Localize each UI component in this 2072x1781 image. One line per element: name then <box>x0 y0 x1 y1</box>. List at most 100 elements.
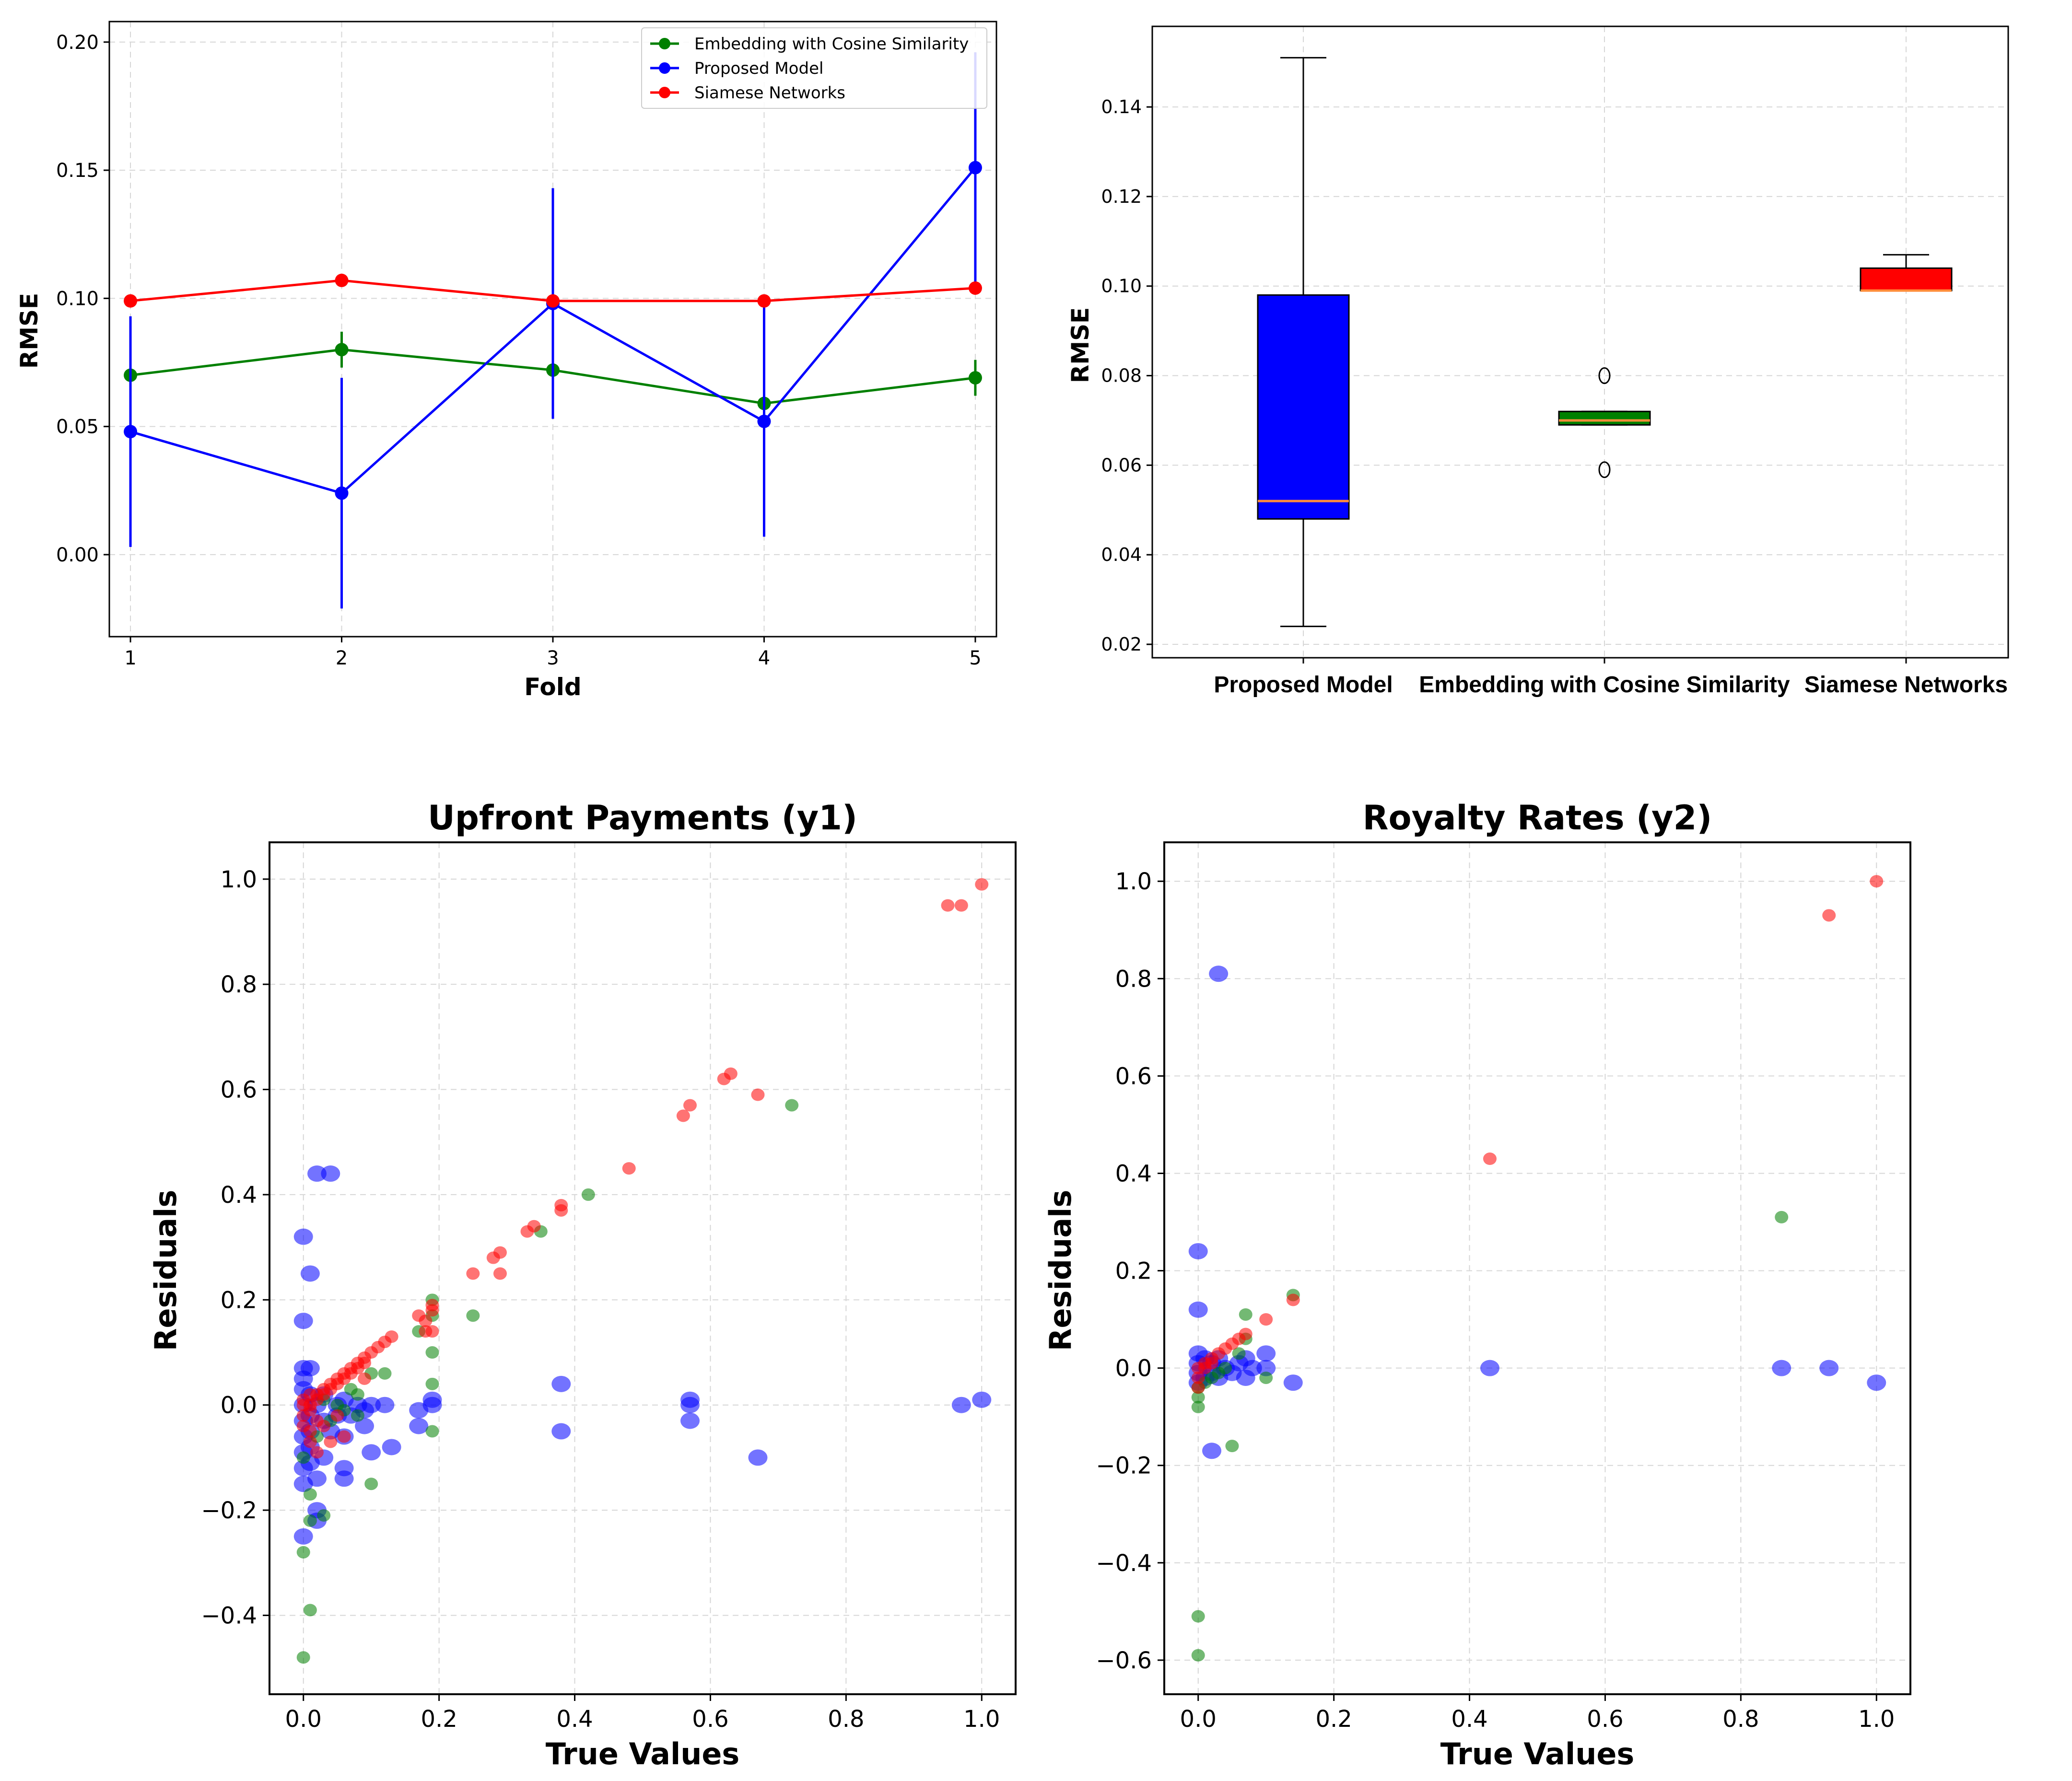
data-point <box>1256 1360 1276 1376</box>
category-label: Embedding with Cosine Similarity <box>1419 672 1790 698</box>
data-point <box>334 1470 354 1487</box>
y-tick-label: −0.6 <box>1096 1647 1152 1674</box>
data-point <box>330 1409 344 1422</box>
data-point <box>310 1446 324 1459</box>
data-point <box>1205 1357 1219 1370</box>
data-point <box>748 1449 768 1466</box>
data-point <box>1191 1381 1205 1394</box>
data-point <box>1188 1243 1208 1259</box>
data-point <box>358 1356 372 1369</box>
x-tick-label: 0.2 <box>421 1706 457 1733</box>
data-point <box>757 414 771 428</box>
data-point <box>1867 1374 1886 1391</box>
data-point <box>968 161 982 175</box>
outlier-point <box>1598 367 1611 384</box>
data-point <box>124 425 138 439</box>
data-point <box>551 1423 571 1440</box>
data-point <box>364 1478 378 1490</box>
data-point <box>1232 1347 1246 1360</box>
data-point <box>954 899 968 912</box>
data-point <box>757 294 771 308</box>
y-axis-label: RMSE <box>1066 307 1094 383</box>
data-point <box>975 878 989 891</box>
data-point <box>1191 1400 1205 1413</box>
y-tick-label: 0.06 <box>1101 454 1142 476</box>
x-axis-label: True Values <box>546 1736 740 1771</box>
data-point <box>335 273 349 287</box>
data-point <box>293 1313 313 1329</box>
x-tick-label: 0.6 <box>692 1706 728 1733</box>
rmse-by-fold-line-chart: 1 2 3 4 5 0.00 0.05 0.10 0.15 0.20 Fold RMSE Embe… <box>15 21 997 701</box>
y-tick-label: −0.2 <box>1096 1453 1152 1479</box>
data-point <box>307 1470 327 1487</box>
box <box>1257 294 1350 520</box>
y-tick-label: 0.4 <box>1115 1160 1152 1187</box>
data-point <box>425 1346 439 1359</box>
data-point <box>1286 1293 1300 1306</box>
data-point <box>493 1246 507 1259</box>
data-point <box>527 1220 541 1233</box>
data-point <box>1225 1440 1239 1453</box>
data-point <box>1870 875 1884 888</box>
y-tick-label: 0.4 <box>221 1182 257 1209</box>
data-point <box>680 1412 700 1429</box>
data-point <box>300 1360 320 1376</box>
data-point <box>296 1651 310 1664</box>
y-tick-label: 1.0 <box>1115 868 1152 895</box>
data-point <box>362 1444 381 1461</box>
y-tick-label: 0.2 <box>221 1287 257 1314</box>
y-tick-label: 0.6 <box>1115 1063 1152 1090</box>
data-point <box>1239 1308 1253 1321</box>
data-point <box>303 1604 317 1617</box>
category-label: Proposed Model <box>1214 672 1393 698</box>
data-point <box>941 899 955 912</box>
legend-label: Proposed Model <box>694 59 823 78</box>
data-point <box>1772 1360 1791 1376</box>
y-tick-label: 0.00 <box>56 544 99 566</box>
data-point <box>422 1391 442 1408</box>
data-point <box>1480 1360 1499 1376</box>
data-point <box>622 1162 636 1175</box>
y-tick-label: −0.4 <box>1096 1550 1152 1577</box>
x-tick-label: 1.0 <box>963 1706 1000 1733</box>
y-tick-label: 0.12 <box>1101 186 1142 207</box>
data-point <box>1188 1301 1208 1318</box>
data-point <box>466 1267 480 1280</box>
data-point <box>317 1509 331 1522</box>
y-tick-label: 0.8 <box>1115 966 1152 992</box>
data-point <box>968 371 982 385</box>
data-point <box>296 1546 310 1559</box>
x-tick-label: 0.8 <box>828 1706 864 1733</box>
y-tick-label: 0.10 <box>1101 276 1142 297</box>
data-point <box>1819 1360 1839 1376</box>
x-tick-label: 3 <box>547 647 559 669</box>
data-point <box>375 1397 395 1413</box>
x-tick-label: 2 <box>336 647 348 669</box>
data-point <box>300 1265 320 1282</box>
data-point <box>324 1435 338 1448</box>
x-tick-label: 0.8 <box>1722 1706 1759 1733</box>
data-point <box>409 1418 429 1434</box>
data-point <box>1283 1374 1303 1391</box>
data-point <box>335 486 349 500</box>
x-tick-label: 0.4 <box>556 1706 593 1733</box>
data-point <box>293 1228 313 1245</box>
y-tick-label: 0.20 <box>56 32 99 54</box>
data-point <box>676 1109 690 1122</box>
data-point <box>1209 966 1229 982</box>
data-point <box>317 1420 331 1432</box>
data-point <box>1775 1211 1789 1223</box>
data-point <box>1242 1360 1262 1376</box>
legend-entry: Siamese Networks <box>650 83 845 103</box>
x-tick-label: 0.6 <box>1587 1706 1623 1733</box>
x-tick-label: 0.2 <box>1315 1706 1352 1733</box>
x-tick-label: 1.0 <box>1858 1706 1895 1733</box>
y-axis-label: Residuals <box>1043 1190 1078 1351</box>
data-point <box>1822 909 1836 922</box>
x-tick-label: 5 <box>969 647 981 669</box>
data-point <box>1259 1313 1273 1326</box>
x-tick-label: 1 <box>124 647 136 669</box>
data-point <box>551 1375 571 1392</box>
data-point <box>337 1430 351 1443</box>
data-point <box>1191 1391 1205 1404</box>
